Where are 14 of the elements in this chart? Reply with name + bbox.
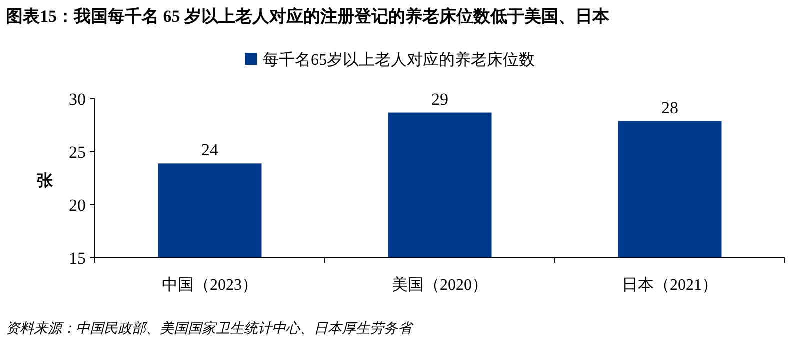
chart-title: 图表15：我国每千名 65 岁以上老人对应的注册登记的养老床位数低于美国、日本 xyxy=(6,7,610,26)
legend-label: 每千名65岁以上老人对应的养老床位数 xyxy=(263,51,535,69)
x-tick-label: 美国（2020） xyxy=(392,276,488,294)
data-label: 28 xyxy=(662,98,678,118)
data-label: 24 xyxy=(202,140,219,160)
x-tick-label: 日本（2021） xyxy=(622,276,718,294)
y-tick-label: 30 xyxy=(69,90,86,109)
y-tick-label: 25 xyxy=(69,143,86,162)
data-label: 29 xyxy=(432,90,448,109)
text: 资料来源：中国民政部、美国国家卫生统计中心、日本厚生劳务省 xyxy=(6,321,414,337)
x-tick-label: 中国（2023） xyxy=(162,276,258,294)
y-tick-label: 20 xyxy=(69,196,86,215)
y-tick-label: 15 xyxy=(69,249,86,268)
y-axis-title: 张 xyxy=(37,172,54,190)
